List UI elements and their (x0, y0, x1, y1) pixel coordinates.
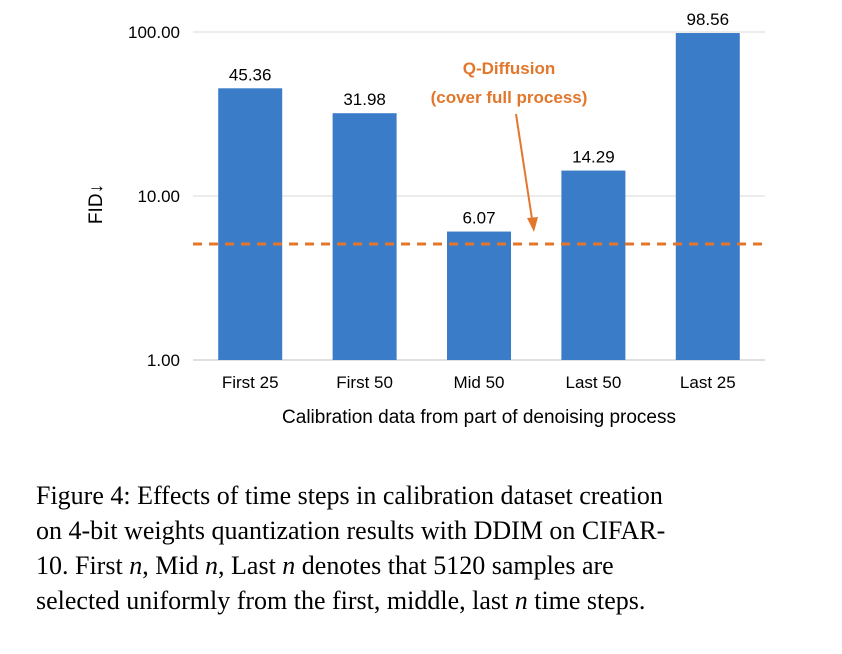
y-tick-label: 100.00 (128, 23, 180, 42)
bar (561, 170, 626, 360)
bar (332, 113, 397, 360)
caption-line-3: 10. First n, Mid n, Last n denotes that … (36, 548, 828, 583)
bar (218, 88, 283, 361)
y-tick-label: 1.00 (147, 351, 180, 370)
caption-line-1: Figure 4: Effects of time steps in calib… (36, 478, 828, 513)
annotation-line-2: (cover full process) (431, 88, 588, 107)
caption-var-n: n (282, 551, 296, 580)
caption-text-3a: 10. First (36, 551, 130, 580)
x-tick-label: First 50 (336, 373, 393, 392)
data-labels: 45.36 31.98 6.07 14.29 98.56 (229, 10, 729, 228)
x-tick-label: Last 50 (566, 373, 622, 392)
x-tick-label: Mid 50 (453, 373, 504, 392)
caption-text-3b: , Mid (142, 551, 206, 580)
fid-bar-chart: 1.00 10.00 100.00 45.36 31.98 6.07 14.29 98.56… (86, 10, 765, 428)
x-tick-labels: First 25 First 50 Mid 50 Last 50 Last 25 (222, 373, 736, 392)
y-tick-labels: 1.00 10.00 100.00 (128, 23, 180, 370)
caption-text-4b: time steps. (527, 586, 646, 615)
data-label: 45.36 (229, 65, 272, 84)
data-label: 98.56 (687, 10, 730, 29)
bars (218, 33, 740, 361)
annotation-arrow (515, 113, 533, 220)
figure-caption: Figure 4: Effects of time steps in calib… (36, 478, 828, 618)
caption-text-1: Effects of time steps in calibration dat… (130, 481, 663, 510)
caption-label: Figure 4: (36, 481, 131, 510)
data-label: 14.29 (572, 148, 615, 167)
annotation-arrow-head (527, 217, 538, 232)
annotation-line-1: Q-Diffusion (463, 59, 556, 78)
data-label: 31.98 (343, 90, 386, 109)
caption-text-3d: denotes that 5120 samples are (295, 551, 614, 580)
caption-var-n: n (514, 586, 528, 615)
caption-var-n: n (205, 551, 219, 580)
caption-text-3c: , Last (218, 551, 283, 580)
q-diffusion-annotation: Q-Diffusion (cover full process) (431, 59, 588, 232)
data-label: 6.07 (462, 209, 495, 228)
x-tick-label: Last 25 (680, 373, 736, 392)
bar (675, 33, 740, 361)
caption-line-4: selected uniformly from the first, middl… (36, 583, 828, 618)
bar (447, 231, 511, 360)
caption-line-2: on 4-bit weights quantization results wi… (36, 516, 666, 545)
y-axis-title: FID↓ (86, 184, 107, 224)
caption-var-n: n (129, 551, 143, 580)
y-tick-label: 10.00 (137, 187, 180, 206)
x-tick-label: First 25 (222, 373, 279, 392)
caption-text-4a: selected uniformly from the first, middl… (36, 586, 515, 615)
x-axis-title: Calibration data from part of denoising … (282, 407, 676, 428)
